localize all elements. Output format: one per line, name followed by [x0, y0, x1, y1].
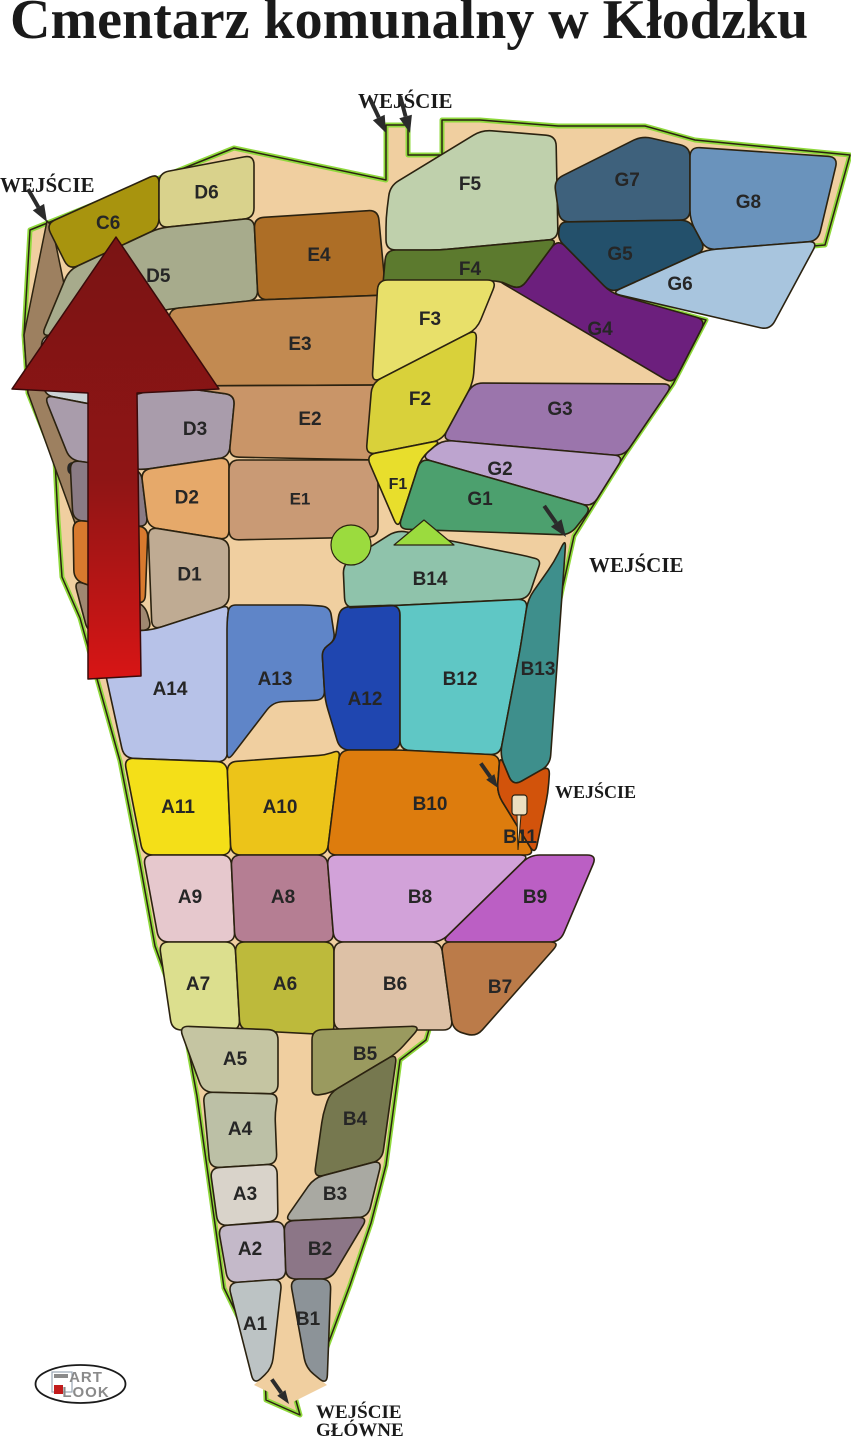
svg-text:WEJŚCIE: WEJŚCIE — [0, 173, 95, 197]
svg-text:B12: B12 — [443, 669, 478, 690]
svg-text:F2: F2 — [409, 389, 431, 410]
svg-text:B2: B2 — [308, 1239, 332, 1260]
svg-text:D1: D1 — [177, 565, 202, 586]
svg-text:G4: G4 — [587, 319, 613, 340]
svg-text:D3: D3 — [183, 419, 207, 440]
svg-text:A11: A11 — [161, 797, 195, 818]
svg-text:F1: F1 — [389, 476, 408, 493]
svg-text:B8: B8 — [408, 887, 432, 908]
svg-text:A8: A8 — [271, 887, 295, 908]
svg-text:A14: A14 — [153, 679, 188, 700]
svg-text:D6: D6 — [194, 183, 218, 204]
svg-text:G3: G3 — [547, 399, 572, 420]
svg-text:A12: A12 — [348, 689, 383, 710]
svg-text:D2: D2 — [175, 488, 199, 509]
svg-text:B11: B11 — [503, 827, 537, 848]
svg-text:A1: A1 — [243, 1314, 268, 1335]
svg-text:G1: G1 — [467, 489, 493, 510]
svg-text:F5: F5 — [459, 174, 482, 195]
svg-text:G7: G7 — [615, 170, 640, 191]
svg-text:G8: G8 — [736, 192, 761, 213]
svg-text:C6: C6 — [96, 213, 120, 234]
svg-text:A7: A7 — [186, 974, 210, 995]
svg-text:G5: G5 — [607, 244, 633, 265]
svg-text:A2: A2 — [238, 1239, 262, 1260]
svg-text:E4: E4 — [307, 245, 331, 266]
svg-text:G6: G6 — [667, 274, 692, 295]
svg-text:D5: D5 — [146, 266, 171, 287]
svg-text:B9: B9 — [523, 887, 547, 908]
svg-text:A13: A13 — [258, 669, 293, 690]
svg-text:GŁÓWNE: GŁÓWNE — [316, 1419, 404, 1438]
svg-text:A10: A10 — [263, 797, 298, 818]
svg-text:B14: B14 — [413, 569, 448, 590]
svg-text:G2: G2 — [487, 459, 512, 480]
svg-text:E1: E1 — [290, 489, 311, 508]
svg-text:E2: E2 — [298, 409, 321, 430]
svg-text:B13: B13 — [521, 659, 556, 680]
svg-text:F4: F4 — [459, 259, 482, 280]
svg-text:B5: B5 — [353, 1044, 378, 1065]
svg-text:B4: B4 — [343, 1109, 368, 1130]
svg-text:B7: B7 — [488, 977, 512, 998]
svg-text:A3: A3 — [233, 1184, 257, 1205]
svg-text:WEJŚCIE: WEJŚCIE — [555, 781, 636, 802]
svg-text:E3: E3 — [288, 334, 311, 355]
svg-text:LOOK: LOOK — [62, 1384, 109, 1401]
svg-text:B10: B10 — [413, 794, 448, 815]
svg-text:F3: F3 — [419, 309, 441, 330]
svg-text:A4: A4 — [228, 1119, 253, 1140]
svg-text:A6: A6 — [273, 974, 297, 995]
svg-text:B3: B3 — [323, 1184, 347, 1205]
svg-text:B1: B1 — [296, 1309, 321, 1330]
svg-text:B6: B6 — [383, 974, 407, 995]
svg-text:A9: A9 — [178, 887, 202, 908]
svg-text:A5: A5 — [223, 1049, 248, 1070]
svg-text:WEJŚCIE: WEJŚCIE — [589, 553, 684, 577]
